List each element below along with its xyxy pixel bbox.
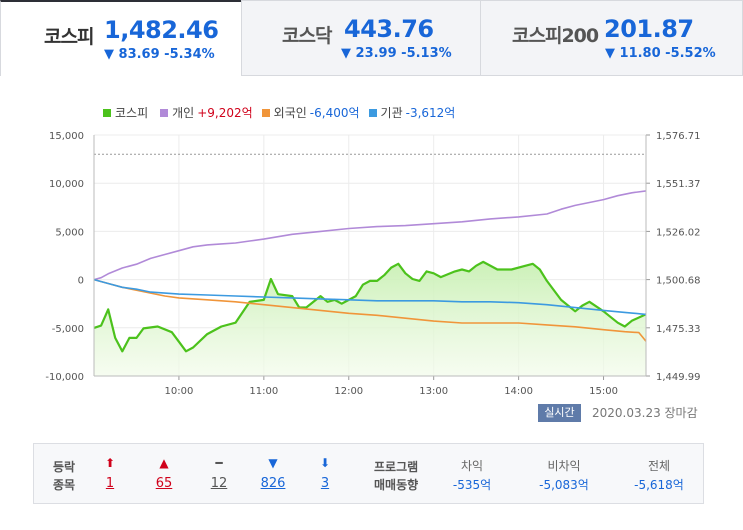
tab-kosdaq-value: 443.76 bbox=[344, 15, 434, 43]
realtime-button[interactable]: 실시간 bbox=[538, 404, 581, 422]
x-tick-label: 14:00 bbox=[504, 386, 533, 397]
legend-swatch-foreign bbox=[261, 108, 270, 117]
tab-kospi200-change: ▼ 11.80 -5.52% bbox=[605, 46, 716, 61]
legend-label-foreign: 외국인 bbox=[273, 106, 307, 120]
fall-icon: ▼ bbox=[268, 456, 278, 470]
y-right-tick-label: 1,576.71 bbox=[656, 131, 701, 142]
tab-kosdaq-name: 코스닥 bbox=[282, 25, 332, 47]
tab-kospi200-value: 201.87 bbox=[604, 15, 694, 43]
y-right-tick-label: 1,526.02 bbox=[656, 227, 701, 238]
arbitrage-label: 차익 bbox=[460, 459, 484, 473]
investor-trend-chart: 15,000 1,576.71 10,000 1,551.37 5,000 1,526.0… bbox=[45, 131, 700, 397]
non-arbitrage-value: -5,083억 bbox=[539, 478, 589, 492]
lower-limit-count[interactable]: 3 bbox=[320, 476, 330, 491]
tab-kospi200[interactable]: 코스피200 201.87 ▼ 11.80 -5.52% bbox=[480, 0, 743, 76]
legend-swatch-kospi bbox=[103, 108, 111, 117]
x-tick-label: 12:00 bbox=[334, 386, 363, 397]
y-left-tick-label: 15,000 bbox=[49, 131, 84, 142]
series-line-2 bbox=[93, 278, 647, 342]
fall-count[interactable]: 826 bbox=[260, 476, 286, 491]
unchanged-count[interactable]: 12 bbox=[210, 476, 228, 491]
program-total-value: -5,618억 bbox=[634, 478, 684, 492]
chart-legend: 코스피 개인 +9,202억 외국인 -6,400억 기관 -3,612억 bbox=[103, 104, 464, 121]
legend-item-foreign[interactable]: 외국인 -6,400억 bbox=[261, 104, 360, 121]
series-area-0 bbox=[94, 261, 646, 376]
program-label-top: 프로그램 bbox=[374, 460, 419, 474]
y-right-tick-label: 1,475.33 bbox=[656, 324, 701, 335]
updown-label-top: 등락 bbox=[53, 460, 76, 474]
x-tick-label: 15:00 bbox=[589, 386, 618, 397]
x-tick-label: 10:00 bbox=[165, 386, 194, 397]
arbitrage-value: -535억 bbox=[452, 478, 492, 492]
y-left-tick-label: 0 bbox=[78, 276, 84, 287]
legend-label-individual: 개인 bbox=[172, 106, 195, 120]
legend-swatch-institution bbox=[368, 108, 377, 117]
series-line-0 bbox=[93, 260, 647, 353]
tab-kospi200-name: 코스피200 bbox=[512, 25, 599, 47]
y-right-tick-label: 1,500.68 bbox=[656, 276, 701, 287]
program-total-label: 전체 bbox=[647, 459, 671, 473]
x-tick-label: 13:00 bbox=[419, 386, 448, 397]
legend-value-individual: +9,202억 bbox=[197, 106, 253, 120]
x-tick-label: 11:00 bbox=[249, 386, 278, 397]
tab-kospi-change: ▼ 83.69 -5.34% bbox=[104, 47, 215, 62]
y-left-tick-label: 10,000 bbox=[49, 179, 84, 190]
legend-value-institution: -3,612억 bbox=[405, 106, 456, 120]
rise-count[interactable]: 65 bbox=[155, 476, 173, 491]
lower-limit-icon: ⬇ bbox=[319, 456, 331, 470]
legend-value-foreign: -6,400억 bbox=[309, 106, 360, 120]
y-left-tick-label: 5,000 bbox=[55, 227, 84, 238]
series-line-3 bbox=[93, 278, 647, 316]
axis-labels: 15,000 1,576.71 10,000 1,551.37 5,000 1,526.0… bbox=[45, 131, 700, 397]
market-stats-panel: 등락 종목 ⬆ 1 ▲ 65 ━ 12 ▼ 826 ⬇ 3 프로그램 매매동향 … bbox=[33, 443, 704, 504]
unchanged-icon: ━ bbox=[215, 456, 223, 470]
legend-item-kospi[interactable]: 코스피 bbox=[103, 104, 151, 121]
tab-kosdaq-change: ▼ 23.99 -5.13% bbox=[341, 46, 452, 61]
rise-icon: ▲ bbox=[159, 456, 169, 470]
program-label-bottom: 매매동향 bbox=[374, 478, 419, 492]
legend-item-individual[interactable]: 개인 +9,202억 bbox=[160, 104, 253, 121]
legend-swatch-individual bbox=[160, 108, 169, 117]
y-right-tick-label: 1,551.37 bbox=[656, 179, 701, 190]
non-arbitrage-label: 비차익 bbox=[547, 459, 581, 473]
series-lines bbox=[93, 190, 647, 353]
legend-item-institution[interactable]: 기관 -3,612억 bbox=[368, 104, 456, 121]
legend-label-institution: 기관 bbox=[380, 106, 403, 120]
y-left-tick-label: -10,000 bbox=[45, 372, 84, 383]
series-line-1 bbox=[93, 190, 647, 281]
upper-limit-count[interactable]: 1 bbox=[105, 476, 115, 491]
tab-kospi-value: 1,482.46 bbox=[104, 16, 219, 44]
upper-limit-icon: ⬆ bbox=[104, 456, 116, 470]
legend-label-kospi: 코스피 bbox=[115, 106, 149, 120]
index-tabs: 코스피 1,482.46 ▼ 83.69 -5.34% 코스닥 443.76 ▼… bbox=[0, 0, 743, 76]
chart-timestamp: 2020.03.23 장마감 bbox=[592, 406, 698, 420]
tab-kospi[interactable]: 코스피 1,482.46 ▼ 83.69 -5.34% bbox=[0, 0, 242, 76]
y-right-tick-label: 1,449.99 bbox=[656, 372, 701, 383]
tab-kospi-name: 코스피 bbox=[44, 26, 94, 48]
y-left-tick-label: -5,000 bbox=[52, 324, 84, 335]
tab-kosdaq[interactable]: 코스닥 443.76 ▼ 23.99 -5.13% bbox=[241, 0, 481, 76]
kospi-area bbox=[94, 261, 646, 376]
updown-label-bottom: 종목 bbox=[53, 478, 76, 492]
